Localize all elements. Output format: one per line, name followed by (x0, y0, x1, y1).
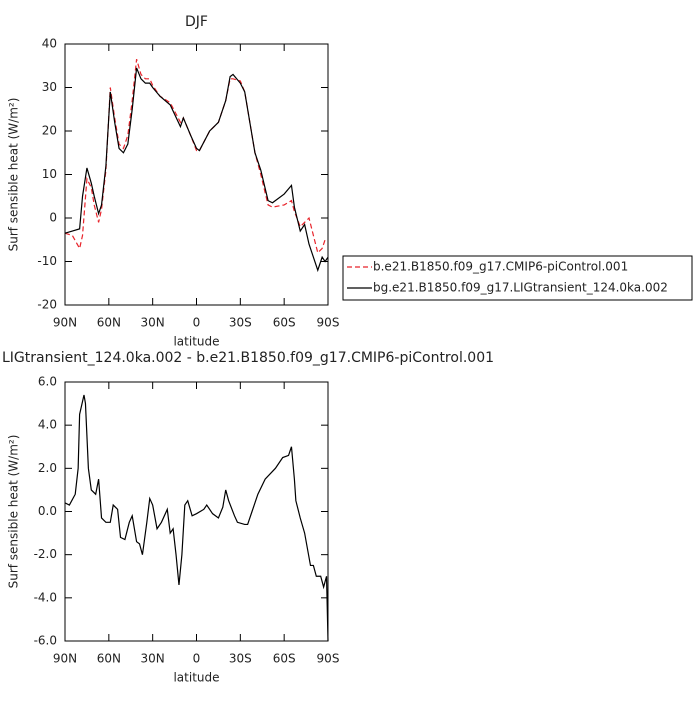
y-tick-label: -4.0 (34, 590, 57, 604)
plot-frame (64, 43, 329, 306)
y-tick-label: 0 (49, 211, 57, 225)
y-tick-label: -20 (37, 298, 57, 312)
y-tick-label: 4.0 (38, 418, 57, 432)
x-axis-label: latitude (173, 671, 219, 685)
x-tick-label: 90N (53, 652, 77, 666)
x-tick-label: 90S (317, 652, 340, 666)
x-tick-label: 30N (141, 316, 165, 330)
y-tick-label: -6.0 (34, 634, 57, 648)
x-tick-label: 30S (229, 652, 252, 666)
legend-label: b.e21.B1850.f09_g17.CMIP6-piControl.001 (373, 260, 628, 274)
x-tick-label: 60N (97, 652, 121, 666)
y-tick-label: 0.0 (38, 504, 57, 518)
chart-title: LIGtransient_124.0ka.002 - b.e21.B1850.f… (2, 350, 494, 366)
data-line (64, 394, 329, 642)
x-tick-label: 0 (193, 652, 201, 666)
y-axis-label: Surf sensible heat (W/m²) (7, 98, 21, 252)
y-axis-label: Surf sensible heat (W/m²) (7, 435, 21, 589)
y-tick-label: 6.0 (38, 375, 57, 389)
y-tick-label: -10 (37, 254, 57, 268)
x-tick-label: 60S (273, 316, 296, 330)
x-tick-label: 90N (53, 316, 77, 330)
y-tick-label: 40 (42, 37, 57, 51)
legend-label: bg.e21.B1850.f09_g17.LIGtransient_124.0k… (373, 281, 668, 295)
x-tick-label: 60S (273, 652, 296, 666)
x-tick-label: 30S (229, 316, 252, 330)
x-tick-label: 90S (317, 316, 340, 330)
x-tick-label: 30N (141, 652, 165, 666)
data-line (64, 67, 329, 273)
y-tick-label: -2.0 (34, 547, 57, 561)
y-tick-label: 2.0 (38, 461, 57, 475)
data-line (64, 59, 328, 254)
y-tick-label: 20 (42, 124, 57, 138)
x-axis-label: latitude (173, 335, 219, 349)
x-tick-label: 60N (97, 316, 121, 330)
y-tick-label: 30 (42, 80, 57, 94)
chart-title: DJF (185, 14, 208, 30)
y-tick-label: 10 (42, 167, 57, 181)
x-tick-label: 0 (193, 316, 201, 330)
legend-box (342, 255, 693, 301)
plot-frame (64, 381, 329, 642)
